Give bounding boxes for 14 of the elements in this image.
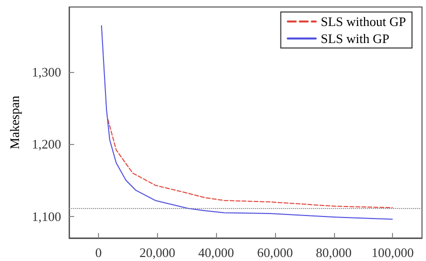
y-axis-title: Makespan: [7, 95, 22, 150]
x-tick-label: 40,000: [198, 245, 234, 260]
x-tick-label: 60,000: [257, 245, 293, 260]
legend-label: SLS with GP: [320, 31, 390, 46]
y-tick-label: 1,200: [32, 136, 62, 152]
legend-label: SLS without GP: [320, 14, 406, 29]
x-tick-label: 20,000: [139, 245, 176, 260]
y-tick-label: 1,300: [32, 64, 62, 80]
line-series: [100, 25, 393, 220]
x-tick-label: 0: [95, 245, 102, 260]
y-tick-label: 1,100: [32, 208, 62, 224]
line-series: [107, 119, 393, 208]
x-tick-label: 80,000: [316, 245, 352, 260]
x-tick-label: 100,000: [371, 245, 414, 260]
